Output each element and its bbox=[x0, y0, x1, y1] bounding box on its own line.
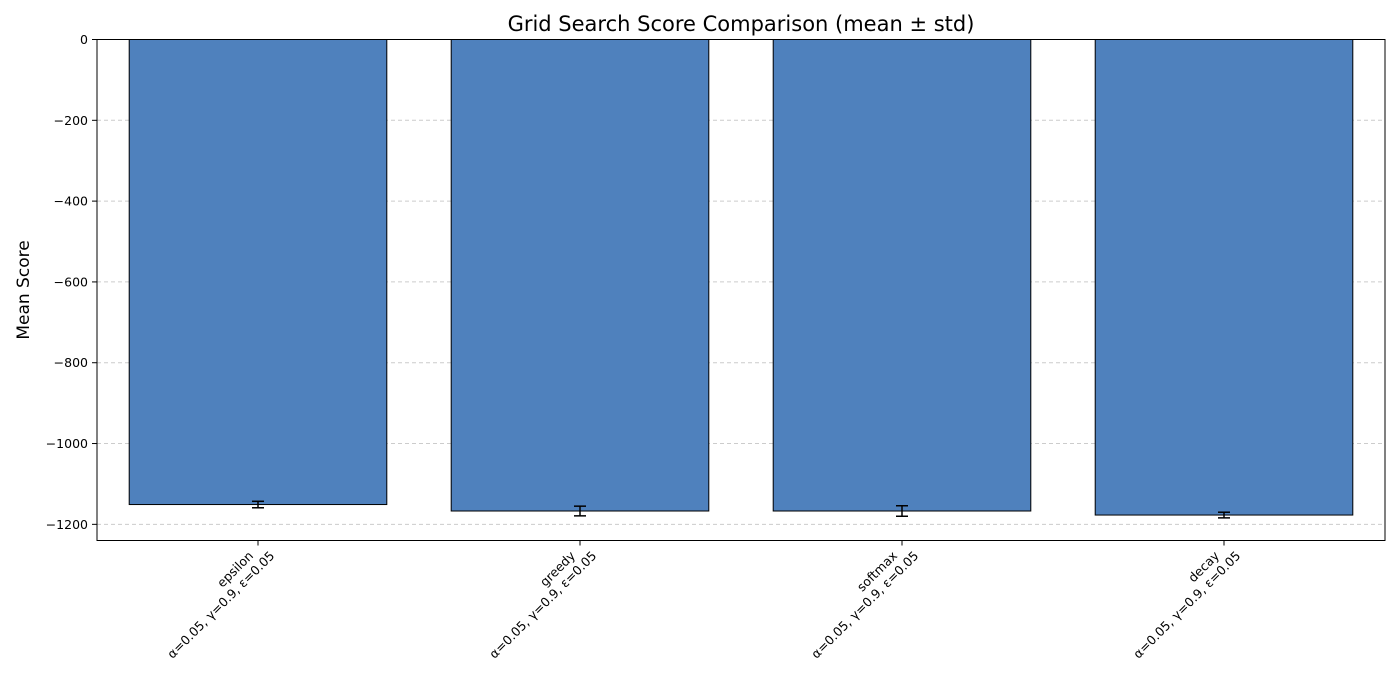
y-tick-label: −200 bbox=[54, 113, 88, 128]
y-tick-label: 0 bbox=[80, 32, 88, 47]
y-tick-label: −400 bbox=[54, 194, 88, 209]
bar-epsilon bbox=[128, 39, 388, 506]
x-tick-label-params: α=0.05, γ=0.9, ε=0.05 bbox=[164, 548, 277, 661]
y-axis-ticks: 0 −200 −400 −600 −800 −1000 −1200 bbox=[46, 32, 97, 532]
bar-decay bbox=[1094, 39, 1354, 516]
y-tick-label: −1000 bbox=[46, 436, 88, 451]
error-bars bbox=[252, 500, 1230, 519]
x-tick-label-params: α=0.05, γ=0.9, ε=0.05 bbox=[1130, 548, 1243, 661]
y-tick-label: −600 bbox=[54, 274, 88, 289]
bar-softmax bbox=[772, 39, 1032, 512]
y-tick-label: −800 bbox=[54, 355, 88, 370]
y-tick-label: −1200 bbox=[46, 517, 88, 532]
bar-greedy bbox=[450, 39, 710, 512]
chart-title: Grid Search Score Comparison (mean ± std… bbox=[508, 12, 975, 36]
bars bbox=[128, 39, 1354, 516]
plot-frame bbox=[96, 39, 1386, 541]
y-axis-label: Mean Score bbox=[14, 240, 34, 339]
x-tick-label-params: α=0.05, γ=0.9, ε=0.05 bbox=[808, 548, 921, 661]
x-tick-label-params: α=0.05, γ=0.9, ε=0.05 bbox=[486, 548, 599, 661]
